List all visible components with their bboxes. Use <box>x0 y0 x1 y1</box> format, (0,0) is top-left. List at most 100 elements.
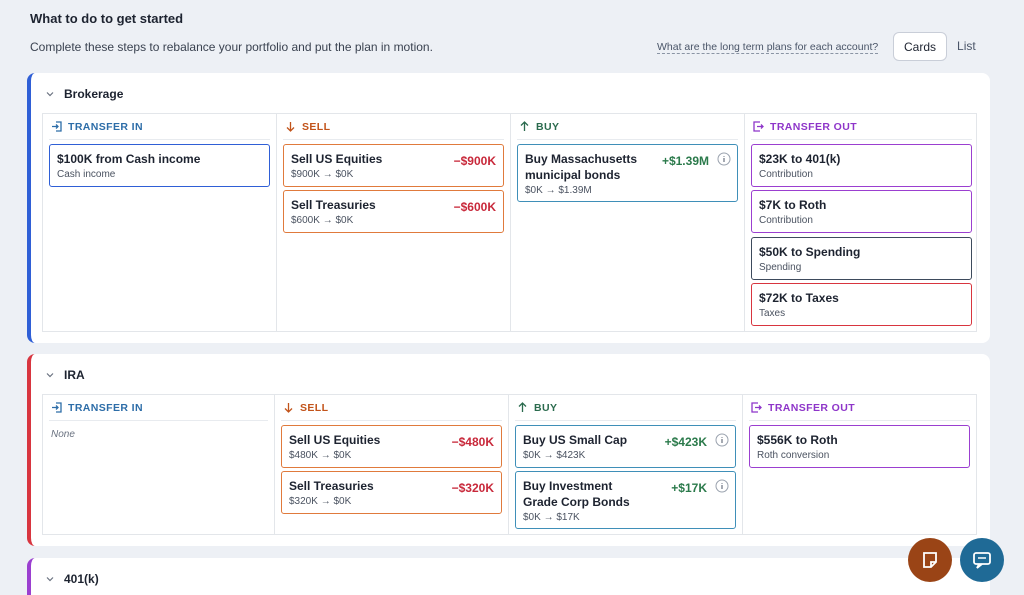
card-detail: Contribution <box>759 168 813 180</box>
action-card[interactable]: Sell US Equities $480K → $0K −$480K <box>281 424 502 468</box>
action-column: TRANSFER IN $100K from Cash income Cash in… <box>43 114 277 331</box>
card-detail: $0K → $423K <box>523 449 586 461</box>
card-title: Buy Investment Grade Corp Bonds <box>523 479 630 509</box>
collapse-chevron-svg <box>46 373 54 378</box>
page-subtitle: Complete these steps to rebalance your p… <box>30 40 433 54</box>
chat-icon <box>973 552 991 569</box>
card-detail: $320K → $0K <box>289 496 352 507</box>
action-card[interactable]: $50K to Spending Spending <box>751 236 972 280</box>
column-header: TRANSFER OUT <box>751 114 972 140</box>
column-label: TRANSFER OUT <box>770 120 858 133</box>
action-column: BUY Buy Massachusetts municipal bonds $0K … <box>511 114 745 331</box>
action-grid: TRANSFER IN $100K from Cash income Cash in… <box>42 113 977 332</box>
info-icon <box>715 433 729 447</box>
card-amount: −$600K <box>453 200 496 214</box>
info-icon-svg <box>715 433 729 446</box>
column-header: BUY <box>515 395 736 421</box>
action-card[interactable]: $23K to 401(k) Contribution <box>751 143 972 187</box>
card-detail: $0K → $1.39M <box>525 184 592 196</box>
card-title: $100K from Cash income <box>57 151 201 166</box>
column-icon-svg <box>284 403 293 413</box>
action-card[interactable]: $72K to Taxes Taxes <box>751 283 972 326</box>
account-name: Brokerage <box>64 87 124 101</box>
notes-icon <box>923 552 937 568</box>
column-icon <box>285 121 296 132</box>
card-title: $556K to Roth <box>757 432 838 447</box>
column-header: SELL <box>283 114 504 140</box>
card-detail: Spending <box>759 261 802 273</box>
card-detail: $0K → $17K <box>523 512 580 523</box>
cards-view-button[interactable]: Cards <box>893 32 948 61</box>
action-card[interactable]: Sell Treasuries $320K → $0K −$320K <box>281 471 502 514</box>
action-card[interactable]: Buy US Small Cap $0K → $423K +$423K <box>515 424 736 468</box>
card-detail: $600K → $0K <box>291 215 354 226</box>
collapse-chevron <box>45 89 55 99</box>
action-card[interactable]: $100K from Cash income Cash income <box>49 143 270 187</box>
action-card[interactable]: Buy Massachusetts municipal bonds $0K → $… <box>517 143 738 202</box>
card-title: Sell US Equities <box>289 432 381 447</box>
card-title: $50K to Spending <box>759 244 861 259</box>
plans-link[interactable]: What are the long term plans for each ac… <box>657 41 879 54</box>
card-title: $7K to Roth <box>759 198 827 212</box>
collapse-chevron <box>45 574 55 584</box>
account-panel: Brokerage TRANSFER IN $100K from Cash inco… <box>27 73 990 343</box>
column-icon-svg <box>518 402 527 412</box>
column-icon-svg <box>751 402 762 413</box>
empty-note: None <box>51 429 75 440</box>
column-icon <box>283 402 294 413</box>
notes-button[interactable] <box>908 538 952 582</box>
action-grid: TRANSFER IN None SELL Sell US Equities $480K… <box>42 394 977 535</box>
info-icon <box>717 152 731 166</box>
collapse-chevron-svg <box>46 92 54 97</box>
card-detail: Cash income <box>57 168 116 180</box>
column-header: TRANSFER OUT <box>749 395 970 421</box>
list-view-button[interactable]: List <box>957 39 976 53</box>
account-header[interactable]: Brokerage <box>45 87 123 101</box>
card-title: Sell Treasuries <box>289 479 374 493</box>
account-header[interactable]: IRA <box>45 368 85 382</box>
column-icon-svg <box>52 402 62 413</box>
column-label: SELL <box>302 120 331 133</box>
column-label: SELL <box>300 401 329 414</box>
column-header: TRANSFER IN <box>49 395 268 421</box>
account-name: 401(k) <box>64 572 99 586</box>
column-icon-svg <box>286 122 295 132</box>
chat-button[interactable] <box>960 538 1004 582</box>
card-title: Buy US Small Cap <box>523 432 628 447</box>
collapse-chevron-svg <box>46 577 54 582</box>
card-amount: +$17K <box>671 481 707 495</box>
action-card[interactable]: Buy Investment Grade Corp Bonds $0K → $17… <box>515 471 736 529</box>
action-column: SELL Sell US Equities $900K → $0K −$900K Sel… <box>277 114 511 331</box>
card-detail: Taxes <box>759 308 786 319</box>
account-header[interactable]: 401(k) <box>45 572 99 586</box>
action-card[interactable]: $556K to Roth Roth conversion <box>749 424 970 468</box>
action-column: TRANSFER IN None <box>43 395 275 534</box>
account-panel: IRA TRANSFER IN None SELL Sell US Equities $4… <box>27 354 990 546</box>
card-detail: Roth conversion <box>757 449 830 461</box>
card-amount: +$423K <box>664 434 707 449</box>
card-title: Buy Massachusetts municipal bonds <box>525 151 638 182</box>
info-icon-svg <box>715 479 729 493</box>
action-column: TRANSFER OUT $23K to 401(k) Contribution $7… <box>745 114 978 331</box>
action-card[interactable]: Sell US Equities $900K → $0K −$900K <box>283 143 504 187</box>
action-column: SELL Sell US Equities $480K → $0K −$480K Sel… <box>275 395 509 534</box>
action-card[interactable]: $7K to Roth Contribution <box>751 190 972 233</box>
action-column: TRANSFER OUT $556K to Roth Roth conversion <box>743 395 976 534</box>
page-title: What to do to get started <box>30 11 184 26</box>
column-header: BUY <box>517 114 738 140</box>
action-card[interactable]: Sell Treasuries $600K → $0K −$600K <box>283 190 504 233</box>
card-amount: −$480K <box>451 434 494 449</box>
column-icon-svg <box>52 121 62 132</box>
column-label: TRANSFER IN <box>68 120 143 133</box>
column-label: TRANSFER IN <box>68 401 143 414</box>
column-icon <box>751 402 762 413</box>
card-title: Sell Treasuries <box>291 198 376 212</box>
card-title: $72K to Taxes <box>759 291 839 305</box>
column-label: TRANSFER OUT <box>768 401 856 414</box>
action-column: BUY Buy US Small Cap $0K → $423K +$423K Buy … <box>509 395 743 534</box>
column-icon <box>517 402 528 413</box>
view-toggle: Cards List <box>893 32 986 61</box>
card-amount: +$1.39M <box>661 153 709 168</box>
card-amount: −$900K <box>453 153 496 168</box>
column-icon <box>519 121 530 132</box>
